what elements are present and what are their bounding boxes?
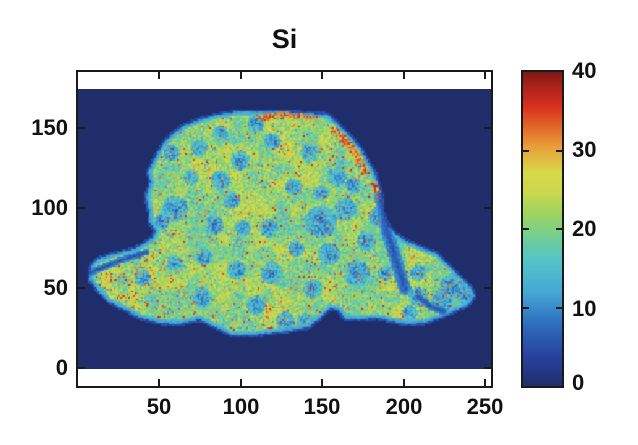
x-tick-label: 150 bbox=[303, 394, 341, 419]
colorbar-tick bbox=[523, 228, 529, 230]
y-axis-tick-labels: 0 50 100 150 bbox=[0, 72, 68, 386]
colorbar bbox=[521, 70, 564, 388]
colorbar-tick-label: 0 bbox=[572, 370, 585, 395]
colorbar-tick bbox=[556, 228, 562, 230]
axis-tick bbox=[78, 127, 85, 129]
plot-title: Si bbox=[271, 24, 298, 54]
axis-tick bbox=[78, 287, 85, 289]
axis-tick bbox=[158, 379, 160, 386]
axes-box bbox=[76, 70, 493, 388]
colorbar-tick-label: 20 bbox=[572, 216, 597, 241]
axis-tick bbox=[484, 379, 486, 386]
x-tick-label: 250 bbox=[466, 394, 504, 419]
axis-tick bbox=[240, 379, 242, 386]
y-tick-label: 150 bbox=[31, 115, 68, 140]
x-tick-label: 100 bbox=[222, 394, 260, 419]
axis-tick bbox=[321, 72, 323, 79]
axis-tick bbox=[484, 72, 486, 79]
colorbar-tick-label: 40 bbox=[572, 58, 597, 83]
axis-tick bbox=[240, 72, 242, 79]
axis-tick bbox=[484, 367, 491, 369]
colorbar-tick bbox=[556, 307, 562, 309]
y-tick-label: 100 bbox=[31, 195, 68, 220]
axis-tick bbox=[321, 379, 323, 386]
y-tick-label: 0 bbox=[55, 355, 68, 380]
colorbar-tick-label: 30 bbox=[572, 137, 597, 162]
colorbar-tick bbox=[523, 150, 529, 152]
axis-tick bbox=[403, 379, 405, 386]
y-tick-label: 50 bbox=[43, 275, 68, 300]
colorbar-tick-labels: 0 10 20 30 40 bbox=[572, 60, 632, 394]
axis-tick bbox=[78, 367, 85, 369]
axis-tick bbox=[484, 207, 491, 209]
axis-tick bbox=[158, 72, 160, 79]
heatmap-image bbox=[78, 89, 491, 369]
colorbar-tick-label: 10 bbox=[572, 296, 597, 321]
colorbar-tick bbox=[523, 307, 529, 309]
axis-tick bbox=[403, 72, 405, 79]
x-axis-tick-labels: 50 100 150 200 250 bbox=[78, 394, 504, 422]
axis-tick bbox=[484, 287, 491, 289]
x-tick-label: 50 bbox=[146, 394, 172, 419]
colorbar-tick bbox=[556, 150, 562, 152]
x-tick-label: 200 bbox=[385, 394, 423, 419]
axis-tick bbox=[78, 207, 85, 209]
axis-tick bbox=[484, 127, 491, 129]
